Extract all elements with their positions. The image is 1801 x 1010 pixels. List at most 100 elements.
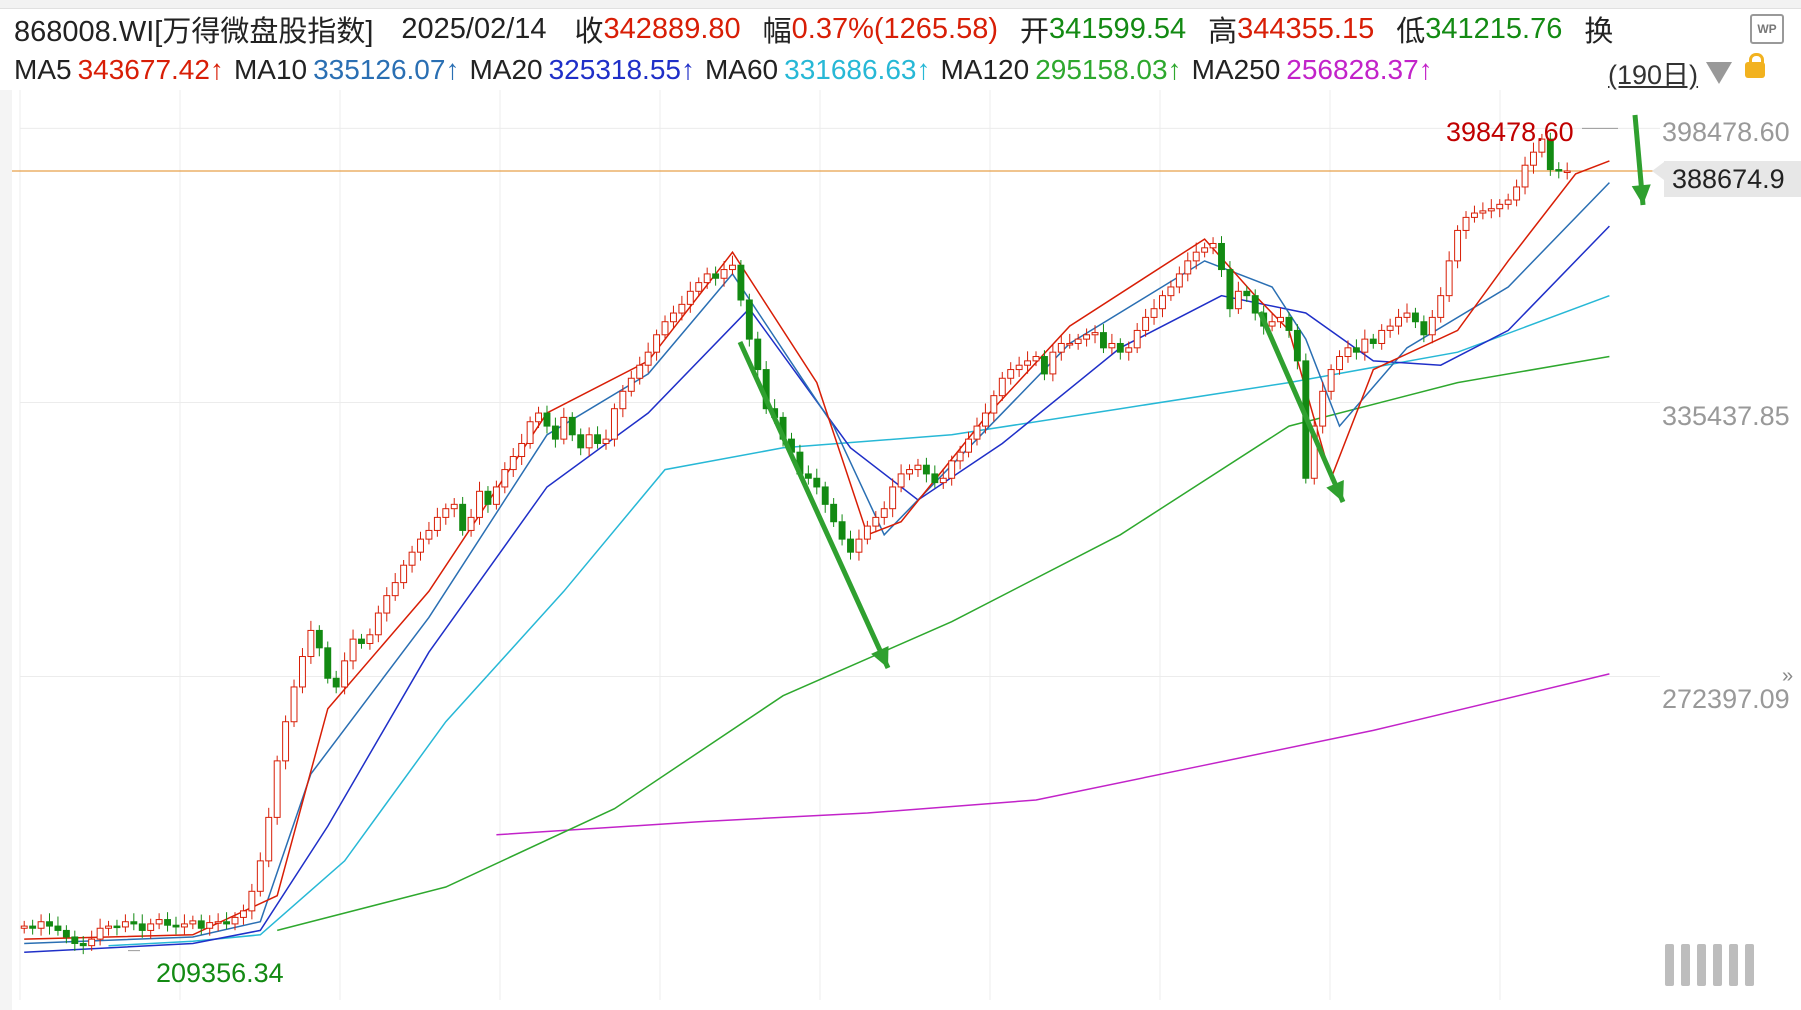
candle-down xyxy=(332,677,340,688)
candle-down xyxy=(838,521,846,540)
candle-down xyxy=(1040,356,1048,375)
wp-icon[interactable]: WP xyxy=(1750,14,1784,44)
candle-up xyxy=(695,282,703,292)
candle-up xyxy=(560,416,568,440)
candle-up xyxy=(1209,242,1217,249)
min-price-label: 209356.34 xyxy=(156,958,284,988)
ma120-line xyxy=(277,355,1610,932)
candle-up xyxy=(1344,347,1352,358)
high-value: 344355.15 xyxy=(1237,12,1375,45)
candle-up xyxy=(1470,212,1478,218)
candle-up xyxy=(121,921,129,928)
candle-up xyxy=(1496,203,1504,210)
candle-up xyxy=(492,486,500,505)
candle-up xyxy=(239,910,247,918)
candle-up xyxy=(518,442,526,458)
candle-down xyxy=(745,299,753,340)
candle-up xyxy=(880,508,888,518)
candle-up xyxy=(720,269,728,279)
candle-up xyxy=(37,921,45,929)
candle-down xyxy=(1243,290,1251,297)
candle-up xyxy=(889,486,897,510)
candle-down xyxy=(130,921,138,925)
candle-down xyxy=(197,920,205,929)
candle-up xyxy=(189,920,197,925)
candle-down xyxy=(164,919,172,926)
candle-up xyxy=(535,412,542,423)
ma120-item: MA120 295158.03↑ xyxy=(940,54,1182,85)
candle-up xyxy=(653,334,661,353)
candle-down xyxy=(1411,312,1419,323)
ma5-line xyxy=(24,160,1610,940)
candle-up xyxy=(636,364,644,379)
ma-legend-row: MA5 343677.42↑ MA10 335126.07↑ MA20 325318.… xyxy=(14,52,1443,88)
candle-up xyxy=(349,638,357,662)
candle-up xyxy=(1530,151,1537,166)
y-tick-label: 272397.09 xyxy=(1662,684,1790,714)
candle-up xyxy=(1201,247,1209,253)
candle-up xyxy=(400,564,408,584)
candle-down xyxy=(223,921,231,925)
candle-up xyxy=(1007,369,1015,379)
period-dropdown-icon[interactable] xyxy=(1706,62,1732,84)
candle-up xyxy=(990,395,998,414)
candle-up xyxy=(1437,295,1445,318)
max-price-label: 398478.60 xyxy=(1446,117,1574,147)
candle-up xyxy=(669,312,677,323)
candle-down xyxy=(737,264,745,301)
candle-up xyxy=(467,516,475,531)
candle-up xyxy=(366,634,374,644)
candle-up xyxy=(391,582,399,597)
candle-up xyxy=(155,919,163,925)
candle-up xyxy=(644,351,652,366)
candle-up xyxy=(1428,316,1436,336)
candle-down xyxy=(1293,329,1301,362)
candle-down xyxy=(358,638,365,644)
candle-down xyxy=(324,647,332,679)
trend-arrow-head xyxy=(871,646,889,668)
candle-up xyxy=(341,660,349,688)
candle-down xyxy=(568,416,576,436)
candle-down xyxy=(577,434,585,449)
candle-up xyxy=(1150,308,1158,318)
candle-up xyxy=(1268,321,1276,327)
close-value: 342889.80 xyxy=(603,12,741,45)
y-tick-label: 398478.60 xyxy=(1662,117,1790,147)
period-selector[interactable]: (190日) xyxy=(1608,60,1699,90)
candle-up xyxy=(1487,208,1495,212)
candle-down xyxy=(113,925,121,929)
current-price-tag: 388674.9 xyxy=(1664,161,1801,197)
candle-up xyxy=(1521,164,1529,188)
candle-up xyxy=(1024,360,1032,366)
candle-up xyxy=(282,721,290,762)
candle-up xyxy=(526,421,534,444)
ma250-item: MA250 256828.37↑ xyxy=(1191,54,1433,85)
lock-icon[interactable] xyxy=(1745,53,1765,78)
candle-down xyxy=(1285,316,1293,331)
candle-up xyxy=(585,434,593,449)
candle-up xyxy=(703,273,711,284)
candle-up xyxy=(956,451,964,462)
candle-up xyxy=(425,529,433,540)
candle-down xyxy=(712,273,720,279)
candle-up xyxy=(897,473,905,488)
candle-up xyxy=(1454,229,1462,262)
candle-up xyxy=(408,551,416,566)
candle-up xyxy=(248,890,256,912)
quote-date: 2025/02/14 xyxy=(401,12,547,45)
candle-up xyxy=(290,686,298,723)
candle-up xyxy=(307,629,315,658)
candle-down xyxy=(543,412,551,427)
candle-down xyxy=(62,929,70,938)
scroll-handle-icon[interactable] xyxy=(1655,940,1767,990)
candle-up xyxy=(1538,138,1546,153)
candle-down xyxy=(1251,295,1259,314)
expand-chevron-icon[interactable]: » xyxy=(1782,665,1794,687)
candle-up xyxy=(433,516,441,531)
turnover-label: 换 xyxy=(1584,16,1614,48)
candle-up xyxy=(973,425,981,440)
candle-down xyxy=(138,923,146,931)
candle-up xyxy=(105,925,112,929)
candle-down xyxy=(754,338,762,371)
